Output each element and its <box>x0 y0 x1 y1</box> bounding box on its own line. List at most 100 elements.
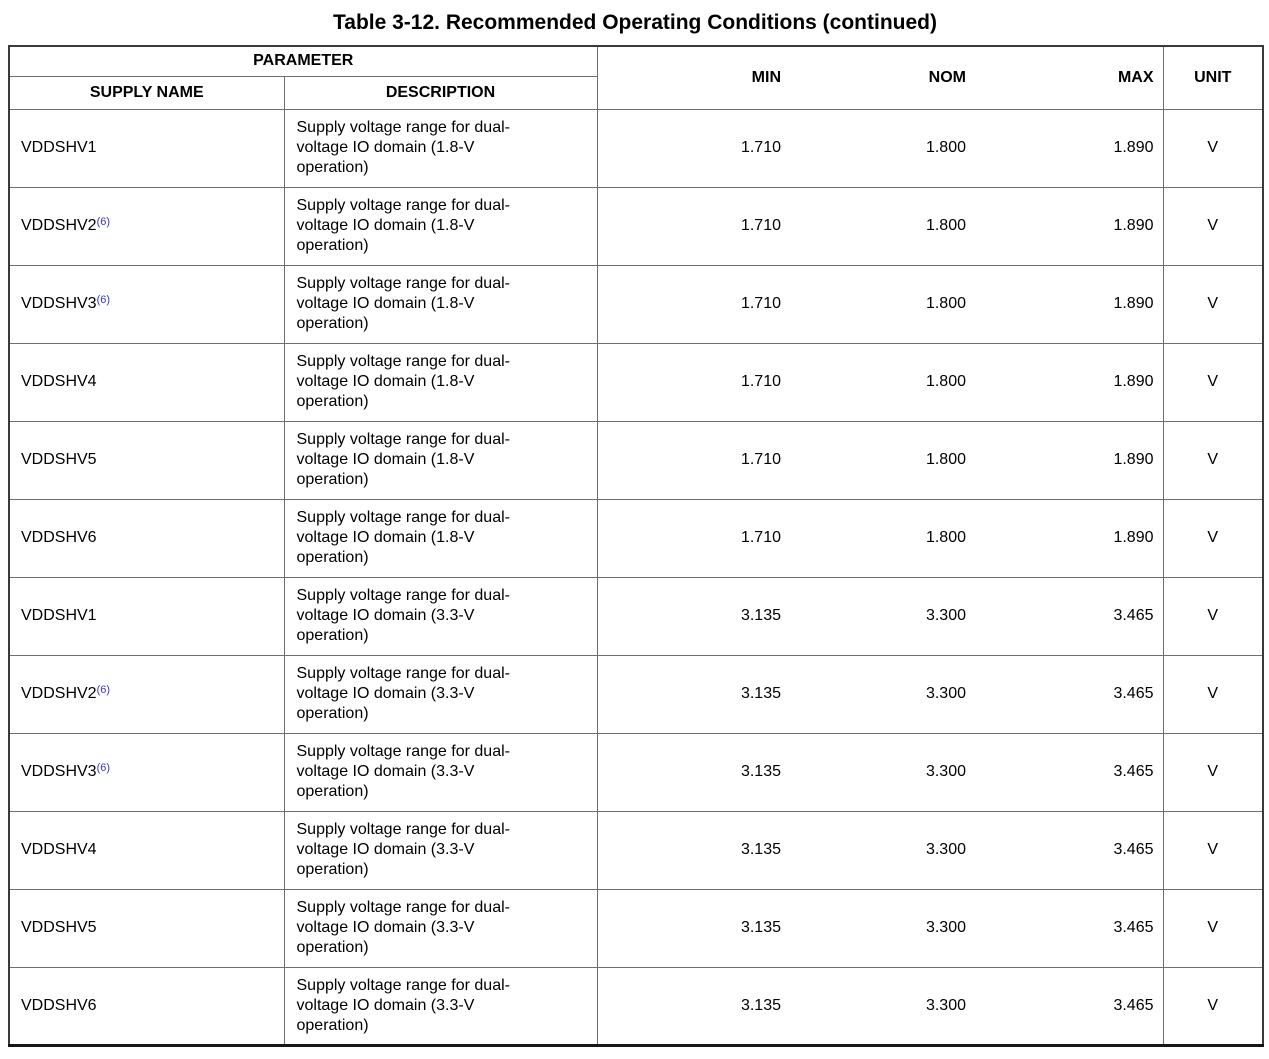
table-row: VDDSHV5 Supply voltage range for dual- v… <box>9 888 1263 967</box>
description-cell: Supply voltage range for dual- voltage I… <box>283 888 597 967</box>
nom-value-cell: 3.300 <box>790 810 975 889</box>
description-cell: Supply voltage range for dual- voltage I… <box>283 654 597 733</box>
description-cell: Supply voltage range for dual- voltage I… <box>283 420 597 499</box>
footnote-ref-link[interactable]: (6) <box>96 294 111 306</box>
table-row: VDDSHV6 Supply voltage range for dual- v… <box>9 966 1263 1045</box>
min-value-cell: 1.710 <box>596 108 790 187</box>
max-value-cell: 3.465 <box>975 810 1163 889</box>
header-description: DESCRIPTION <box>283 76 597 109</box>
min-value-cell: 1.710 <box>596 186 790 265</box>
table-row: VDDSHV3(6) Supply voltage range for dual… <box>9 264 1263 343</box>
footnote-ref-link[interactable]: (6) <box>96 684 111 696</box>
table-row: VDDSHV6 Supply voltage range for dual- v… <box>9 498 1263 577</box>
supply-name-cell: VDDSHV2(6) <box>9 186 284 265</box>
unit-value-cell: V <box>1162 498 1263 577</box>
max-value-cell: 3.465 <box>975 576 1163 655</box>
table-row: VDDSHV1 Supply voltage range for dual- v… <box>9 576 1263 655</box>
supply-name-cell: VDDSHV5 <box>9 420 284 499</box>
unit-value-cell: V <box>1162 888 1263 967</box>
description-cell: Supply voltage range for dual- voltage I… <box>283 186 597 265</box>
supply-name-cell: VDDSHV2(6) <box>9 654 284 733</box>
table-body: VDDSHV1 Supply voltage range for dual- v… <box>9 108 1263 1045</box>
description-cell: Supply voltage range for dual- voltage I… <box>283 264 597 343</box>
supply-name: VDDSHV5 <box>21 451 97 468</box>
unit-value-cell: V <box>1162 966 1263 1045</box>
min-value-cell: 1.710 <box>596 264 790 343</box>
max-value-cell: 1.890 <box>975 498 1163 577</box>
min-value-cell: 3.135 <box>596 966 790 1045</box>
nom-value-cell: 3.300 <box>790 966 975 1045</box>
table-header: PARAMETER MIN NOM MAX UNIT SUPPLY NAME D… <box>9 46 1263 109</box>
header-parameter: PARAMETER <box>9 46 597 77</box>
supply-name: VDDSHV3 <box>21 295 97 312</box>
max-value-cell: 1.890 <box>975 186 1163 265</box>
supply-name-cell: VDDSHV4 <box>9 810 284 889</box>
min-value-cell: 3.135 <box>596 810 790 889</box>
unit-value-cell: V <box>1162 420 1263 499</box>
description-cell: Supply voltage range for dual- voltage I… <box>283 732 597 811</box>
min-value-cell: 3.135 <box>596 654 790 733</box>
nom-value-cell: 1.800 <box>790 264 975 343</box>
supply-name: VDDSHV4 <box>21 841 97 858</box>
supply-name: VDDSHV4 <box>21 373 97 390</box>
supply-name-cell: VDDSHV1 <box>9 108 284 187</box>
max-value-cell: 1.890 <box>975 420 1163 499</box>
unit-value-cell: V <box>1162 108 1263 187</box>
table-row: VDDSHV3(6) Supply voltage range for dual… <box>9 732 1263 811</box>
supply-name: VDDSHV6 <box>21 996 97 1014</box>
supply-name: VDDSHV5 <box>21 919 97 936</box>
max-value-cell: 1.890 <box>975 264 1163 343</box>
unit-value-cell: V <box>1162 186 1263 265</box>
nom-value-cell: 1.800 <box>790 108 975 187</box>
max-value-cell: 3.465 <box>975 654 1163 733</box>
min-value-cell: 3.135 <box>596 732 790 811</box>
nom-value-cell: 3.300 <box>790 888 975 967</box>
unit-value-cell: V <box>1162 810 1263 889</box>
header-nom: NOM <box>928 68 966 86</box>
unit-value-cell: V <box>1162 576 1263 655</box>
description-cell: Supply voltage range for dual- voltage I… <box>283 810 597 889</box>
nom-value-cell: 3.300 <box>790 732 975 811</box>
supply-name-cell: VDDSHV1 <box>9 576 284 655</box>
supply-name-cell: VDDSHV3(6) <box>9 264 284 343</box>
unit-value-cell: V <box>1162 732 1263 811</box>
supply-name-cell: VDDSHV4 <box>9 342 284 421</box>
nom-value-cell: 1.800 <box>790 420 975 499</box>
supply-name-cell: VDDSHV6 <box>9 498 284 577</box>
description-cell: Supply voltage range for dual- voltage I… <box>283 108 597 187</box>
description-cell: Supply voltage range for dual- voltage I… <box>283 966 597 1045</box>
max-value-cell: 1.890 <box>975 342 1163 421</box>
footnote-ref-link[interactable]: (6) <box>96 216 111 228</box>
nom-value-cell: 3.300 <box>790 654 975 733</box>
table-row: VDDSHV4 Supply voltage range for dual- v… <box>9 810 1263 889</box>
table-row: VDDSHV2(6) Supply voltage range for dual… <box>9 186 1263 265</box>
header-unit: UNIT <box>1162 46 1263 109</box>
description-cell: Supply voltage range for dual- voltage I… <box>283 576 597 655</box>
max-value-cell: 3.465 <box>975 888 1163 967</box>
supply-name-cell: VDDSHV5 <box>9 888 284 967</box>
nom-value-cell: 3.300 <box>790 576 975 655</box>
supply-name: VDDSHV2 <box>21 685 97 702</box>
table-row: VDDSHV1 Supply voltage range for dual- v… <box>9 108 1263 187</box>
table-row: VDDSHV5 Supply voltage range for dual- v… <box>9 420 1263 499</box>
unit-value-cell: V <box>1162 654 1263 733</box>
table-row: VDDSHV4 Supply voltage range for dual- v… <box>9 342 1263 421</box>
supply-name: VDDSHV1 <box>21 139 97 156</box>
page-title: Table 3-12. Recommended Operating Condit… <box>333 11 937 34</box>
max-value-cell: 3.465 <box>975 732 1163 811</box>
footnote-ref-link[interactable]: (6) <box>96 762 111 774</box>
supply-name: VDDSHV6 <box>21 529 97 546</box>
header-max: MAX <box>1117 68 1154 86</box>
unit-value-cell: V <box>1162 342 1263 421</box>
table-row: VDDSHV2(6) Supply voltage range for dual… <box>9 654 1263 733</box>
max-value-cell: 3.465 <box>975 966 1163 1045</box>
min-value-cell: 1.710 <box>596 342 790 421</box>
header-supply-name: SUPPLY NAME <box>89 83 204 101</box>
description-cell: Supply voltage range for dual- voltage I… <box>283 342 597 421</box>
supply-name-cell: VDDSHV6 <box>9 966 284 1045</box>
min-value-cell: 1.710 <box>596 498 790 577</box>
recommended-operating-conditions-table: PARAMETER MIN NOM MAX UNIT SUPPLY NAME D… <box>8 45 1264 1047</box>
supply-name: VDDSHV2 <box>21 217 97 234</box>
description-cell: Supply voltage range for dual- voltage I… <box>283 498 597 577</box>
supply-name-cell: VDDSHV3(6) <box>9 732 284 811</box>
